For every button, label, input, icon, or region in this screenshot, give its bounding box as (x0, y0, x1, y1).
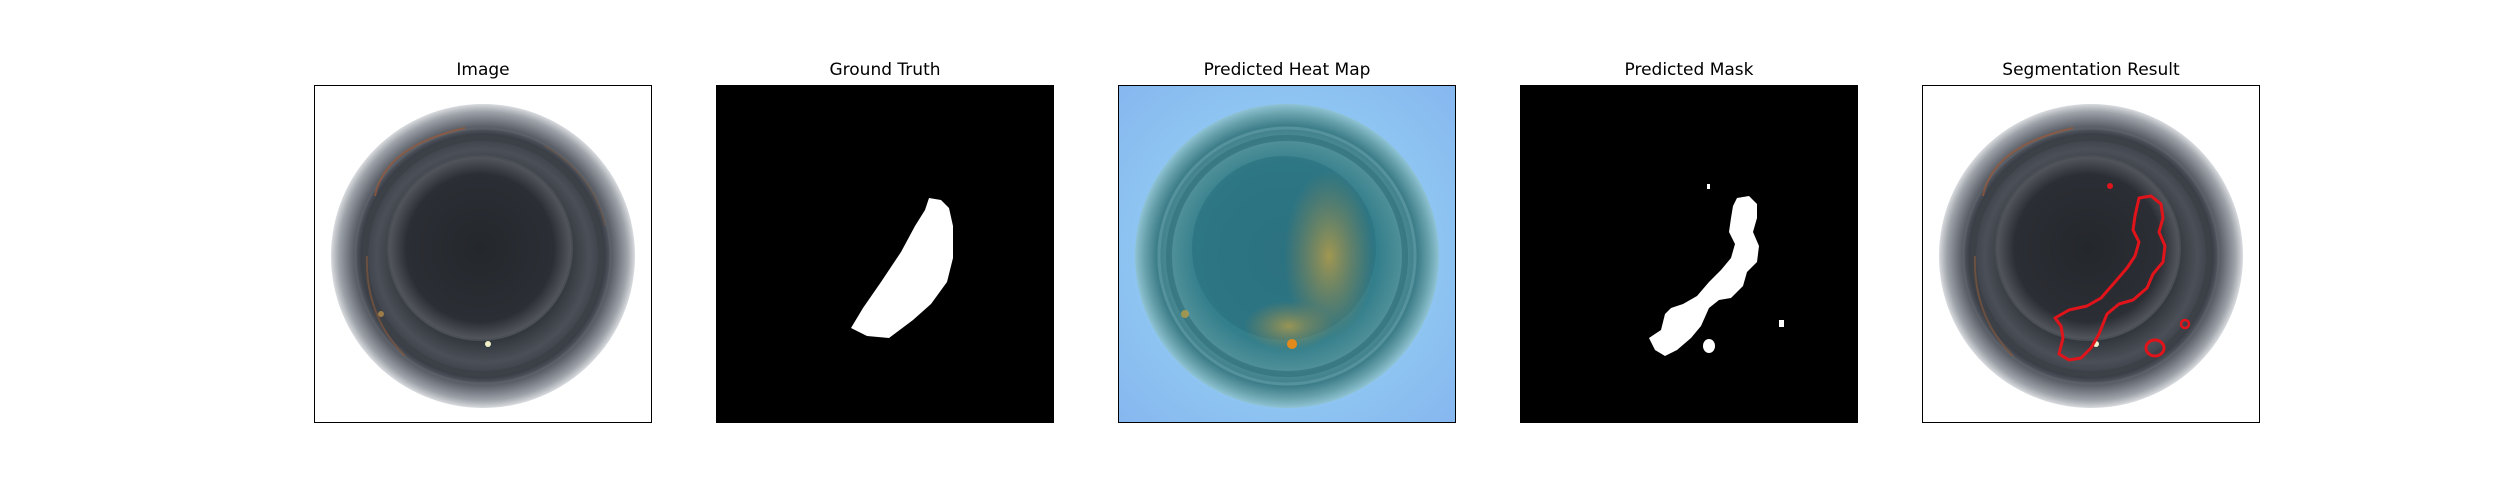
panel-predicted-mask: Predicted Mask (1520, 0, 1858, 500)
heat-map (1119, 86, 1455, 422)
segmentation-result (1923, 86, 2259, 422)
panel-title: Predicted Heat Map (1203, 60, 1371, 80)
segmentation-frame (1922, 85, 2260, 423)
ground-truth-frame (716, 85, 1054, 423)
heat-map-frame (1118, 85, 1456, 423)
cup-image (315, 86, 651, 422)
panel-segmentation-result: Segmentation Result (1922, 0, 2260, 500)
panel-image: Image (314, 0, 652, 500)
predicted-mask-frame (1520, 85, 1858, 423)
ground-truth-mask (717, 86, 1053, 422)
panel-title: Image (456, 60, 510, 80)
image-frame (314, 85, 652, 423)
predicted-mask (1521, 86, 1857, 422)
panel-title: Predicted Mask (1624, 60, 1754, 80)
panel-title: Ground Truth (829, 60, 941, 80)
panel-title: Segmentation Result (2002, 60, 2180, 80)
panel-ground-truth: Ground Truth (716, 0, 1054, 500)
panel-heat-map: Predicted Heat Map (1118, 0, 1456, 500)
